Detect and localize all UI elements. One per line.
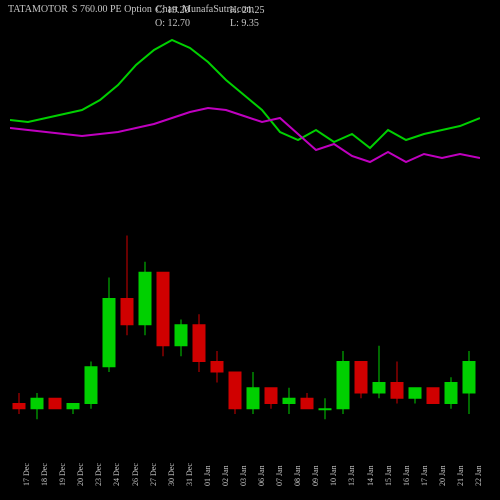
x-axis-label: 08 Jan xyxy=(293,465,302,486)
x-axis-label: 01 Jan xyxy=(203,465,212,486)
x-axis-label: 13 Jan xyxy=(347,465,356,486)
contract-text: S 760.00 PE Option xyxy=(72,4,152,15)
candle-body xyxy=(247,388,259,409)
candle-body xyxy=(175,325,187,346)
close-value: 19.20 xyxy=(167,5,190,16)
candle-area xyxy=(10,225,480,435)
candle-body xyxy=(463,362,475,394)
open-value: 12.70 xyxy=(168,18,191,29)
candle-body xyxy=(67,404,79,409)
x-axis-label: 15 Jan xyxy=(384,465,393,486)
x-axis-label: 19 Dec xyxy=(58,463,67,486)
lines-svg xyxy=(10,30,480,210)
x-axis-label: 18 Dec xyxy=(40,463,49,486)
line-series xyxy=(10,108,480,162)
x-axis-label: 10 Jan xyxy=(329,465,338,486)
lines-area xyxy=(10,30,480,210)
candle-body xyxy=(157,272,169,346)
x-axis-label: 17 Jan xyxy=(420,465,429,486)
candle-body xyxy=(355,362,367,394)
symbol-text: TATAMOTOR xyxy=(8,4,68,15)
high-label: H: xyxy=(229,5,239,16)
candle-body xyxy=(193,325,205,362)
candle-body xyxy=(391,383,403,399)
x-axis-label: 09 Jan xyxy=(311,465,320,486)
candle-body xyxy=(49,398,61,409)
close-cell: C: 19.20 xyxy=(155,4,189,17)
candle-body xyxy=(85,367,97,404)
x-axis-label: 03 Jan xyxy=(239,465,248,486)
x-axis-label: 17 Dec xyxy=(22,463,31,486)
high-value: 21.25 xyxy=(242,5,265,16)
candle-body xyxy=(103,299,115,367)
low-cell: L: 9.35 xyxy=(230,17,259,30)
close-label: C: xyxy=(155,5,164,16)
high-cell: H: 21.25 xyxy=(229,4,264,17)
x-axis-label: 21 Jan xyxy=(456,465,465,486)
line-series xyxy=(10,40,480,148)
candle-body xyxy=(301,398,313,409)
candle-body xyxy=(121,299,133,325)
candle-body xyxy=(319,409,331,410)
chart-container: TATAMOTOR S 760.00 PE Option Chart Munaf… xyxy=(0,0,500,500)
x-axis-label: 30 Dec xyxy=(167,463,176,486)
low-label: L: xyxy=(230,18,239,29)
candle-body xyxy=(139,272,151,325)
x-axis-label: 20 Dec xyxy=(76,463,85,486)
x-axis-label: 06 Jan xyxy=(257,465,266,486)
x-axis-label: 27 Dec xyxy=(149,463,158,486)
open-label: O: xyxy=(155,18,165,29)
ohlc-block: C: 19.20 H: 21.25 O: 12.70 L: 9.35 xyxy=(155,4,264,30)
x-axis-label: 24 Dec xyxy=(112,463,121,486)
candle-body xyxy=(265,388,277,404)
x-axis-label: 16 Jan xyxy=(402,465,411,486)
x-axis-label: 14 Jan xyxy=(366,465,375,486)
candle-body xyxy=(427,388,439,404)
candle-body xyxy=(337,362,349,409)
candle-body xyxy=(31,398,43,409)
x-axis-label: 22 Jan xyxy=(474,465,483,486)
x-axis-label: 02 Jan xyxy=(221,465,230,486)
low-value: 9.35 xyxy=(241,18,259,29)
x-axis-label: 07 Jan xyxy=(275,465,284,486)
x-axis-label: 26 Dec xyxy=(131,463,140,486)
x-axis-label: 31 Dec xyxy=(185,463,194,486)
candle-body xyxy=(445,383,457,404)
candle-body xyxy=(409,388,421,399)
x-axis: 17 Dec 18 Dec 19 Dec 20 Dec 23 Dec 24 Dec 26 D… xyxy=(10,444,480,492)
x-axis-label: 20 Jan xyxy=(438,465,447,486)
candle-body xyxy=(283,398,295,403)
open-cell: O: 12.70 xyxy=(155,17,190,30)
candle-body xyxy=(229,372,241,409)
x-axis-label: 23 Dec xyxy=(94,463,103,486)
candle-body xyxy=(373,383,385,394)
candle-svg xyxy=(10,225,480,435)
candle-body xyxy=(13,404,25,409)
candle-body xyxy=(211,362,223,373)
